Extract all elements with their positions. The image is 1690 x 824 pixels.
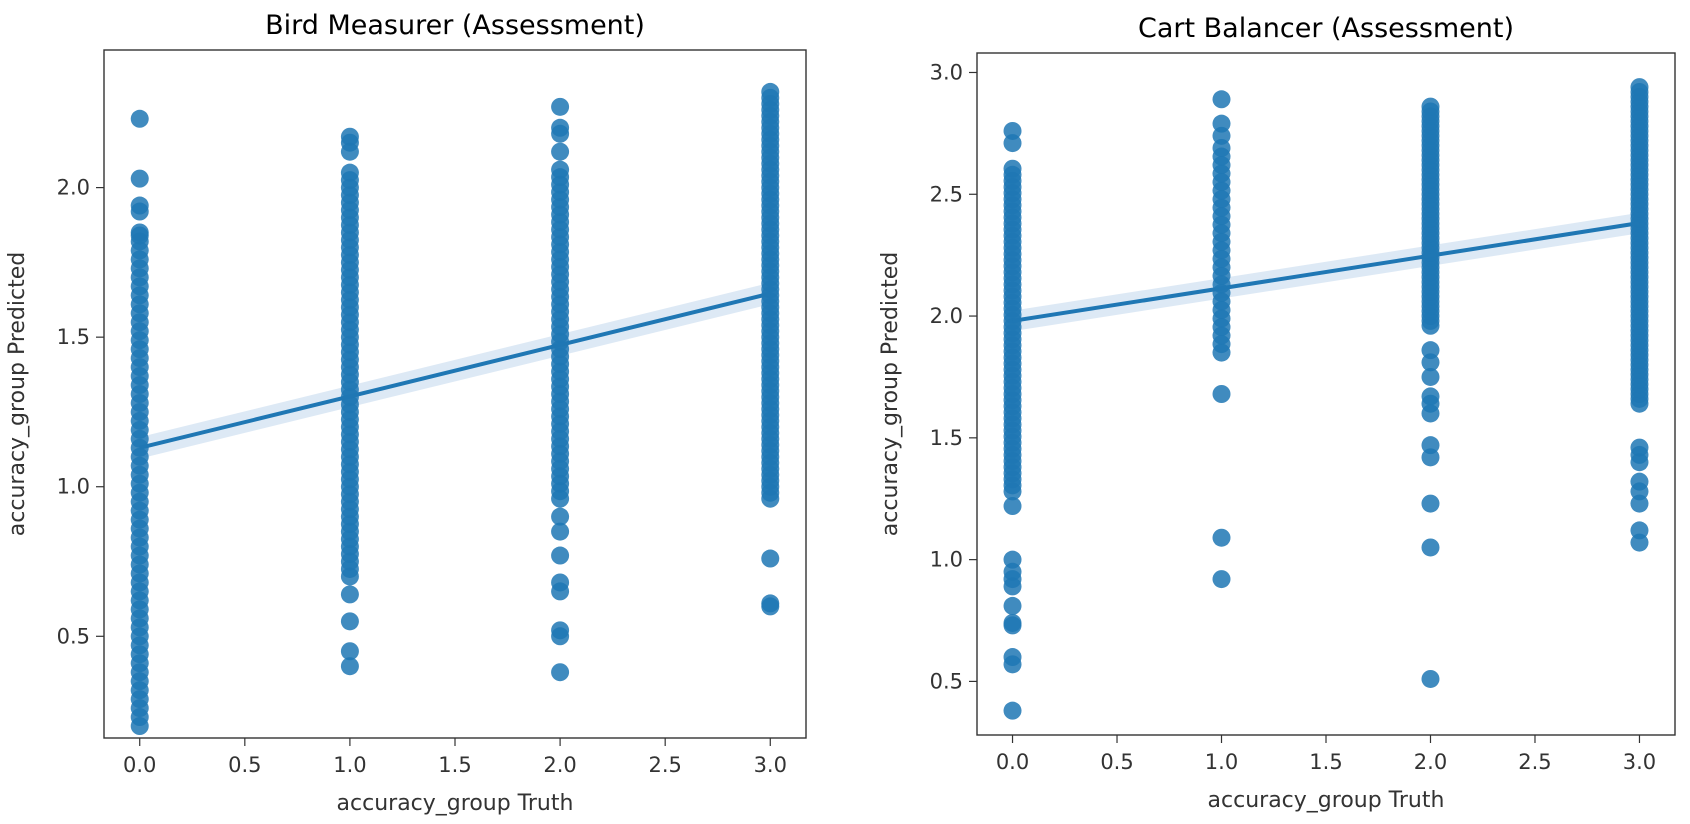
scatter-point	[551, 507, 570, 526]
scatter-point	[1421, 367, 1440, 386]
scatter-point	[1421, 538, 1440, 557]
scatter-point	[1003, 655, 1022, 674]
scatter-point	[761, 597, 780, 616]
x-tick-label: 2.5	[1518, 750, 1551, 774]
x-tick-label: 0.5	[1100, 750, 1133, 774]
x-tick-label: 0.0	[123, 753, 156, 777]
scatter-point	[1212, 385, 1231, 403]
scatter-point	[1421, 669, 1440, 688]
scatter-point	[551, 124, 570, 143]
scatter-point	[340, 657, 359, 676]
y-tick-label: 2.0	[930, 304, 963, 328]
scatter-point	[1630, 533, 1649, 552]
x-tick-label: 3.0	[1623, 750, 1656, 774]
scatter-point	[551, 663, 570, 682]
scatter-point	[551, 546, 570, 565]
scatter-point	[1212, 90, 1231, 109]
y-tick-label: 1.5	[930, 426, 963, 450]
cart-balancer-plot-frame	[976, 52, 1676, 736]
scatter-point	[1421, 404, 1440, 423]
scatter-point	[130, 169, 149, 188]
scatter-point	[340, 642, 359, 661]
cart-balancer-y-axis-label: accuracy_group Predicted	[878, 252, 903, 536]
scatter-point	[1421, 448, 1440, 467]
scatter-point	[1212, 528, 1231, 547]
scatter-point	[340, 163, 359, 182]
x-tick-label: 3.0	[754, 753, 787, 777]
cart-balancer-regression-line	[1012, 221, 1640, 323]
x-tick-label: 2.0	[543, 753, 576, 777]
x-tick-label: 0.5	[228, 753, 261, 777]
scatter-point	[761, 82, 780, 101]
x-tick-label: 2.0	[1414, 750, 1447, 774]
y-tick-label: 0.5	[57, 624, 90, 648]
scatter-point	[551, 582, 570, 601]
bird-measurer-plot-frame	[103, 49, 807, 739]
scatter-point	[340, 585, 359, 604]
bird-measurer-subplot: 0.0 0.5 1.0 1.5 2.0 2.5 3.0 0.5 1.0 1.5 2.0 Bird …	[5, 10, 807, 816]
scatter-point	[340, 612, 359, 631]
scatter-point	[1421, 353, 1440, 372]
scatter-point	[761, 549, 780, 568]
scatter-point	[1421, 97, 1440, 116]
y-tick-label: 1.5	[57, 325, 90, 349]
bird-measurer-x-ticks: 0.0 0.5 1.0 1.5 2.0 2.5 3.0	[123, 738, 787, 777]
scatter-point	[1003, 616, 1022, 635]
cart-balancer-x-ticks: 0.0 0.5 1.0 1.5 2.0 2.5 3.0	[996, 735, 1656, 774]
scatter-point	[130, 226, 149, 245]
cart-balancer-y-ticks: 0.5 1.0 1.5 2.0 2.5 3.0	[930, 60, 977, 693]
x-tick-label: 0.0	[996, 750, 1029, 774]
cart-balancer-points	[1003, 78, 1649, 720]
y-tick-label: 2.5	[930, 182, 963, 206]
scatter-point	[1212, 570, 1231, 589]
scatter-point	[1003, 701, 1022, 720]
cart-balancer-x-axis-label: accuracy_group Truth	[1208, 788, 1445, 813]
scatter-point	[1421, 494, 1440, 513]
scatter-point	[1003, 596, 1022, 615]
y-tick-label: 3.0	[930, 60, 963, 84]
cart-balancer-regression-group	[1012, 221, 1640, 323]
scatter-point	[551, 142, 570, 161]
x-tick-label: 1.0	[333, 753, 366, 777]
y-tick-label: 2.0	[57, 176, 90, 200]
bird-measurer-chart-title: Bird Measurer (Assessment)	[265, 10, 645, 41]
scatter-point	[1630, 494, 1649, 513]
scatter-point	[551, 97, 570, 116]
x-tick-label: 1.5	[1309, 750, 1342, 774]
scatter-point	[551, 627, 570, 646]
bird-measurer-points	[130, 82, 780, 736]
scatter-point	[1630, 453, 1649, 472]
scatter-point	[1003, 577, 1022, 596]
scatter-point	[1630, 78, 1649, 97]
bird-measurer-regression-group	[139, 291, 771, 450]
x-tick-label: 1.5	[438, 753, 471, 777]
scatter-point	[130, 202, 149, 221]
scatter-point	[1212, 126, 1231, 145]
scatter-point	[551, 160, 570, 179]
x-tick-label: 1.0	[1205, 750, 1238, 774]
bird-measurer-regression-line	[139, 291, 771, 450]
y-tick-label: 0.5	[930, 669, 963, 693]
cart-balancer-subplot: 0.0 0.5 1.0 1.5 2.0 2.5 3.0 0.5 1.0 1.5 2.0 2.5 3.0…	[878, 13, 1676, 813]
x-tick-label: 2.5	[648, 753, 681, 777]
scatter-point	[340, 142, 359, 161]
bird-measurer-y-ticks: 0.5 1.0 1.5 2.0	[57, 176, 104, 648]
scatter-point	[551, 522, 570, 541]
y-tick-label: 1.0	[930, 548, 963, 572]
scatter-point	[1003, 497, 1022, 516]
bird-measurer-y-axis-label: accuracy_group Predicted	[5, 252, 30, 536]
bird-measurer-x-axis-label: accuracy_group Truth	[337, 791, 574, 816]
cart-balancer-chart-title: Cart Balancer (Assessment)	[1138, 13, 1514, 44]
y-tick-label: 1.0	[57, 475, 90, 499]
scatter-point	[1003, 159, 1022, 178]
scatter-point	[1003, 134, 1022, 153]
scatter-point	[130, 109, 149, 128]
